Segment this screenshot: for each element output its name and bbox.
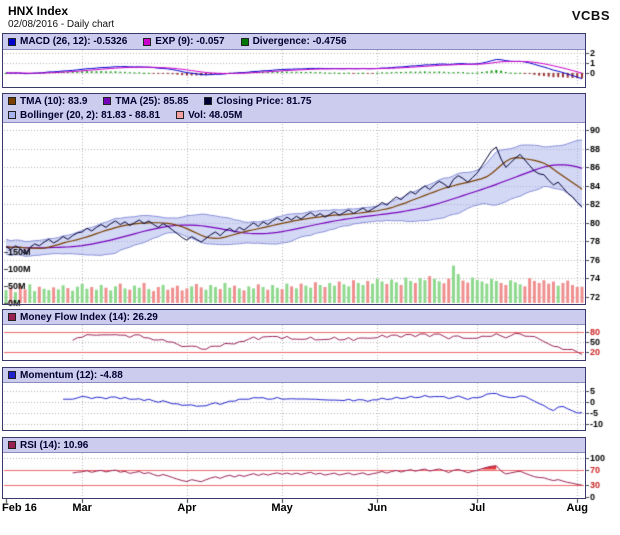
legend-item-tma10: TMA (10): 83.9 — [8, 96, 87, 107]
volume-legend-label: Vol: 48.05M — [188, 109, 243, 121]
legend-item-bollinger: Bollinger (20, 2): 81.83 - 88.81 — [8, 110, 160, 121]
divergence-legend-label: Divergence: -0.4756 — [252, 36, 347, 47]
legend-item-closing-price: Closing Price: 81.75 — [204, 96, 311, 107]
legend-item-momentum: Momentum (12): -4.88 — [8, 370, 123, 381]
x-label-mar: Mar — [72, 502, 92, 514]
macd-legend: MACD (26, 12): -0.5326 EXP (9): -0.057 D… — [3, 34, 585, 50]
x-label-jul: Jul — [469, 502, 486, 514]
tma25-color-chip — [103, 97, 112, 105]
mfi-legend: Money Flow Index (14): 26.29 — [3, 310, 585, 325]
chart-subtitle: 02/08/2016 - Daily chart — [8, 19, 115, 30]
rsi-legend: RSI (14): 10.96 — [3, 438, 585, 453]
x-axis-labels: Feb 16 Mar Apr May Jun Jul Aug — [0, 502, 620, 518]
exp-color-chip — [143, 37, 152, 46]
legend-item-rsi: RSI (14): 10.96 — [8, 440, 88, 451]
tma10-legend-label: TMA (10): 83.9 — [20, 95, 88, 107]
legend-item-volume: Vol: 48.05M — [176, 110, 242, 121]
macd-legend-label: MACD (26, 12): -0.5326 — [20, 36, 128, 47]
legend-item-divergence: Divergence: -0.4756 — [240, 36, 347, 47]
x-label-aug: Aug — [566, 502, 588, 514]
tma10-color-chip — [8, 97, 16, 105]
mfi-color-chip — [8, 313, 16, 321]
closing-price-legend-label: Closing Price: 81.75 — [216, 95, 312, 107]
price-legend: TMA (10): 83.9 TMA (25): 85.85 Closing P… — [3, 94, 585, 123]
x-label-may: May — [271, 502, 293, 514]
momentum-legend: Momentum (12): -4.88 — [3, 368, 585, 383]
price-legend-row2: Bollinger (20, 2): 81.83 - 88.81 Vol: 48… — [3, 108, 585, 122]
legend-item-mfi: Money Flow Index (14): 26.29 — [8, 312, 158, 323]
exp-legend-label: EXP (9): -0.057 — [155, 36, 225, 47]
rsi-legend-label: RSI (14): 10.96 — [20, 439, 89, 451]
tma25-legend-label: TMA (25): 85.85 — [115, 95, 189, 107]
brand-logo: VCBS — [571, 8, 610, 23]
closing-price-color-chip — [204, 97, 213, 105]
bollinger-color-chip — [8, 111, 16, 119]
price-legend-row1: TMA (10): 83.9 TMA (25): 85.85 Closing P… — [3, 94, 585, 108]
page-title: HNX Index — [8, 4, 69, 18]
macd-color-chip — [8, 37, 16, 46]
x-label-apr: Apr — [177, 502, 197, 514]
legend-item-tma25: TMA (25): 85.85 — [103, 96, 188, 107]
divergence-color-chip — [240, 37, 249, 46]
legend-item-exp: EXP (9): -0.057 — [143, 36, 225, 47]
momentum-legend-label: Momentum (12): -4.88 — [20, 369, 123, 381]
momentum-color-chip — [8, 371, 16, 379]
volume-color-chip — [176, 111, 185, 119]
x-label-feb: Feb 16 — [2, 502, 37, 514]
legend-item-macd: MACD (26, 12): -0.5326 — [8, 36, 127, 47]
x-label-jun: Jun — [367, 502, 388, 514]
bollinger-legend-label: Bollinger (20, 2): 81.83 - 88.81 — [20, 109, 161, 121]
mfi-legend-label: Money Flow Index (14): 26.29 — [20, 311, 158, 323]
rsi-color-chip — [8, 441, 16, 449]
